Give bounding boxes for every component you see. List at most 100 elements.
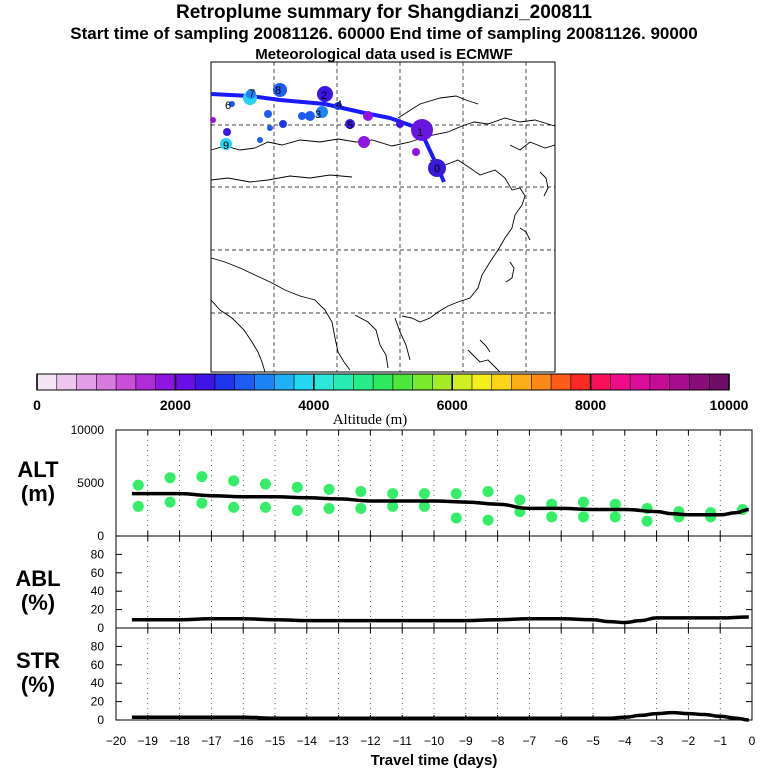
colorbar-cell xyxy=(195,374,216,390)
colorbar-cell xyxy=(234,374,255,390)
plume-cluster xyxy=(273,83,287,97)
plume-cluster xyxy=(223,128,231,136)
ytick-label: 80 xyxy=(91,547,105,561)
alt-point xyxy=(196,471,208,483)
alt-point xyxy=(164,496,176,508)
colorbar-cell xyxy=(135,374,157,390)
plume-cluster xyxy=(246,89,256,99)
alt-point xyxy=(546,511,558,523)
alt-point xyxy=(418,488,430,500)
colorbar-cell xyxy=(392,374,414,390)
xtick-label: −18 xyxy=(169,734,190,748)
map-coastlines xyxy=(210,95,556,373)
colorbar-cell xyxy=(175,374,196,390)
plume-cluster xyxy=(358,136,370,148)
alt-point xyxy=(577,496,589,508)
str-line xyxy=(131,710,749,722)
colorbar-cell xyxy=(452,374,473,390)
ytick-label: 20 xyxy=(91,603,105,617)
ytick-label: 40 xyxy=(91,676,105,690)
ytick-label: 80 xyxy=(91,639,105,653)
colorbar-cell xyxy=(333,374,354,390)
plume-cluster xyxy=(428,159,446,177)
colorbar-cell xyxy=(214,374,236,390)
plume-cluster xyxy=(267,125,273,131)
alt-mean-line xyxy=(131,491,749,517)
alt-point xyxy=(514,494,526,506)
alt-point xyxy=(418,500,430,512)
xtick-label: −6 xyxy=(554,734,568,748)
trajectory-path xyxy=(210,92,446,183)
xtick-label: −13 xyxy=(328,734,349,748)
xtick-label: 0 xyxy=(749,734,756,748)
colorbar-cell xyxy=(630,374,651,390)
met-data-note: Meteorological data used is ECMWF xyxy=(255,46,513,63)
plume-cluster xyxy=(334,102,342,110)
alt-point xyxy=(228,501,240,513)
abl-panel: ABL (%) 80 60 40 20 0 xyxy=(15,535,753,635)
alt-point xyxy=(164,472,176,484)
alt-ytick: 10000 xyxy=(71,423,105,437)
colorbar-tick-label: 0 xyxy=(33,397,41,413)
alt-point xyxy=(450,512,462,524)
plume-cluster xyxy=(411,119,433,141)
colorbar-cell xyxy=(96,374,117,390)
ytick-label: 60 xyxy=(91,658,105,672)
colorbar-cell xyxy=(56,374,78,390)
colorbar-cell xyxy=(116,374,137,390)
xtick-label: −4 xyxy=(618,734,632,748)
altitude-colorbar: 0 2000 4000 6000 8000 10000 Altitude (m) xyxy=(33,373,749,428)
alt-ytick: 0 xyxy=(97,529,104,543)
abl-unit: (%) xyxy=(21,590,55,615)
colorbar-cell xyxy=(274,374,295,390)
xtick-label: −8 xyxy=(491,734,505,748)
plume-cluster xyxy=(220,138,232,150)
day-label: 3 xyxy=(315,109,321,121)
alt-point xyxy=(577,511,589,523)
plume-cluster xyxy=(264,110,272,118)
xtick-label: −2 xyxy=(682,734,696,748)
day-label: 9 xyxy=(223,140,229,152)
alt-point xyxy=(291,481,303,493)
alt-point xyxy=(387,500,399,512)
colorbar-cell xyxy=(610,374,631,390)
colorbar-cell xyxy=(649,374,671,390)
plume-cluster xyxy=(257,137,263,143)
alt-point xyxy=(482,514,494,526)
alt-point xyxy=(259,478,271,490)
day-label: 4 xyxy=(336,99,342,111)
alt-point xyxy=(132,500,144,512)
colorbar-cell xyxy=(511,374,532,390)
alt-panel: ALT (m) 10000 5000 0 xyxy=(17,423,753,543)
plume-cluster xyxy=(317,86,333,102)
alt-point xyxy=(482,485,494,497)
xtick-label: −10 xyxy=(424,734,445,748)
xtick-label: −20 xyxy=(106,734,127,748)
abl-line xyxy=(131,615,749,625)
colorbar-cell xyxy=(669,374,690,390)
chart-title: Retroplume summary for Shangdianzi_20081… xyxy=(175,2,593,23)
ytick-label: 20 xyxy=(91,695,105,709)
colorbar-cell xyxy=(531,374,552,390)
colorbar-cell xyxy=(353,374,374,390)
alt-point xyxy=(609,498,621,510)
alt-point xyxy=(355,485,367,497)
plume-cluster xyxy=(412,148,420,156)
plume-cluster xyxy=(316,106,328,118)
alt-point xyxy=(132,479,144,491)
alt-point xyxy=(355,502,367,514)
alt-point xyxy=(291,505,303,517)
colorbar-cell xyxy=(313,374,335,390)
colorbar-cell xyxy=(471,374,493,390)
colorbar-tick-label: 8000 xyxy=(575,397,606,413)
day-label: 2 xyxy=(321,90,327,102)
xtick-label: −9 xyxy=(459,734,473,748)
alt-point xyxy=(609,511,621,523)
colorbar-tick-label: 10000 xyxy=(710,397,749,413)
xtick-label: −15 xyxy=(265,734,286,748)
colorbar-cell xyxy=(590,374,611,390)
plume-cluster xyxy=(298,112,306,120)
colorbar-cell xyxy=(37,374,58,390)
